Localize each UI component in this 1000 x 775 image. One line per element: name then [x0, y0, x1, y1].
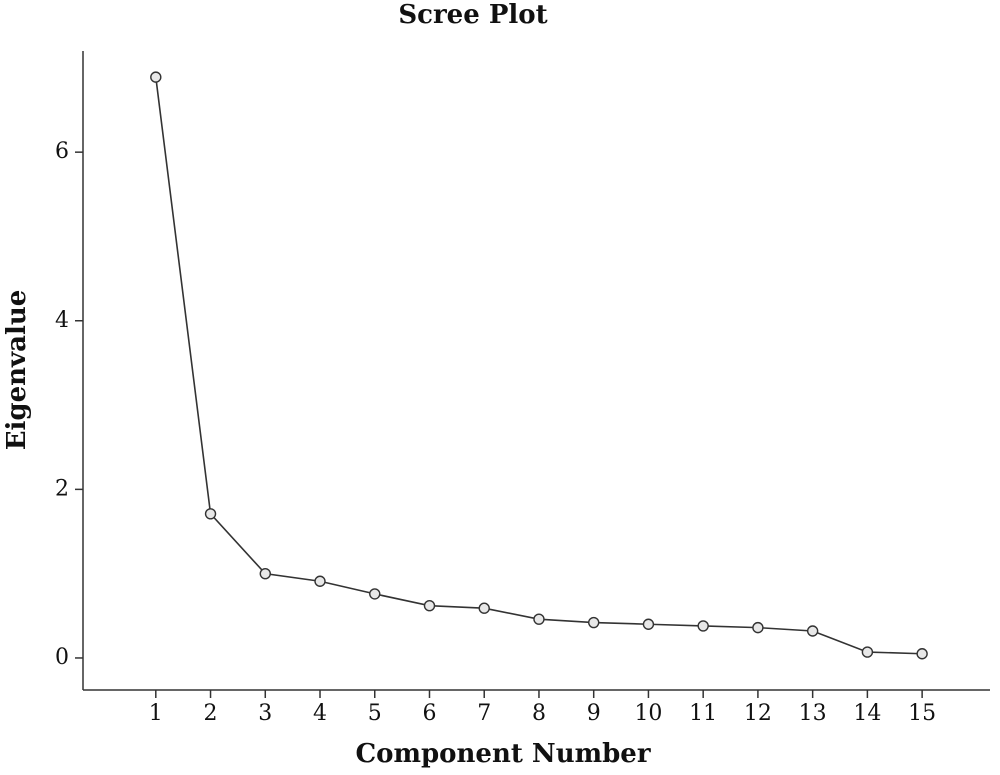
point [697, 620, 709, 632]
x-tick-label: 10 [634, 701, 662, 726]
y-axis-title: Eigenvalue [2, 290, 32, 451]
x-tick-label: 12 [744, 701, 772, 726]
x-tick-label: 4 [313, 701, 327, 726]
x-tick-label: 9 [587, 701, 601, 726]
y-tick-label: 2 [55, 476, 69, 501]
x-tick-label: 11 [689, 701, 717, 726]
y-tick-label: 4 [55, 308, 69, 333]
point [642, 618, 655, 630]
x-tick-label: 14 [853, 701, 881, 726]
point [369, 588, 381, 600]
point [478, 602, 490, 614]
x-tick-label: 15 [908, 701, 936, 726]
chart-title: Scree Plot [398, 0, 547, 30]
x-tick-label: 3 [258, 701, 272, 726]
point [150, 71, 162, 83]
line [155, 77, 923, 655]
point [861, 646, 874, 658]
y-tick-label: 6 [55, 139, 69, 164]
x-tick-label: 8 [532, 701, 546, 726]
y-tick-label: 0 [55, 645, 69, 670]
point [423, 599, 436, 612]
point [588, 616, 600, 629]
x-tick-label: 1 [149, 701, 163, 726]
point [916, 648, 928, 660]
x-axis-title: Component Number [355, 739, 650, 769]
x-tick-label: 13 [799, 701, 827, 726]
point [752, 621, 764, 634]
x-tick-label: 2 [204, 701, 218, 726]
point [204, 508, 217, 520]
point [314, 575, 326, 587]
x-tick-label: 7 [477, 701, 491, 726]
x-tick-label: 6 [422, 701, 436, 726]
x-tick-label: 5 [368, 701, 382, 726]
point [806, 625, 819, 637]
point [533, 613, 545, 625]
point [259, 567, 271, 580]
